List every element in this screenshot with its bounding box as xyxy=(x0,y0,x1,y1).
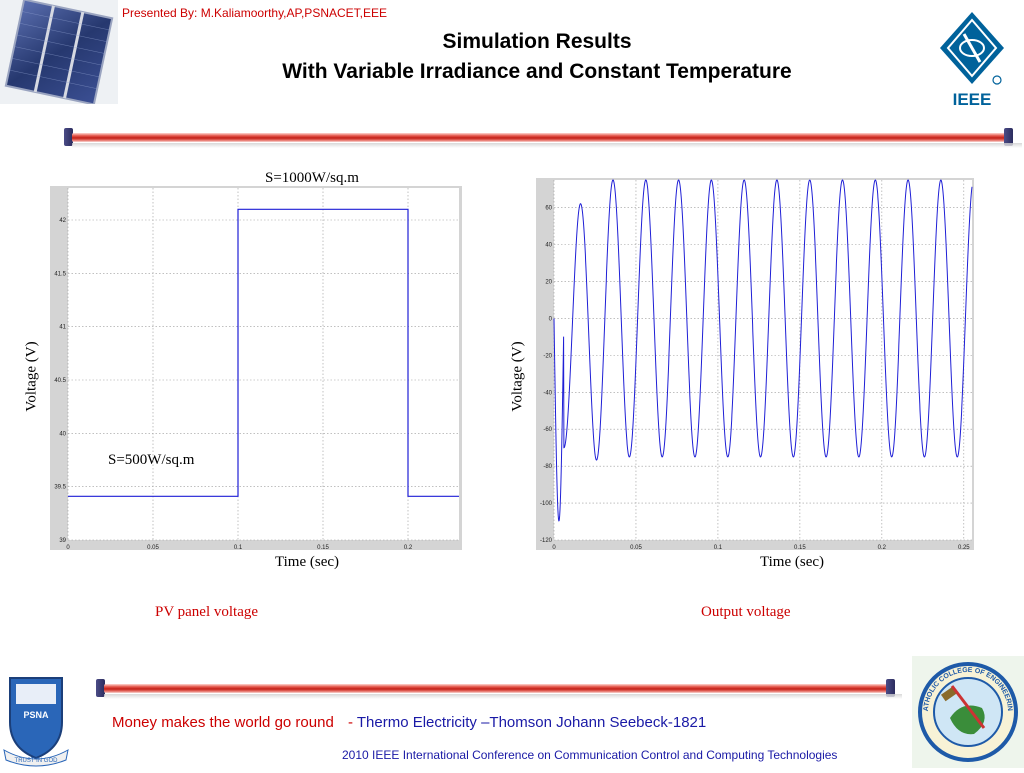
catholic-college-logo: CATHOLIC COLLEGE OF ENGINEERING xyxy=(909,651,1024,768)
presenter-credit: Presented By: M.Kaliamoorthy,AP,PSNACET,… xyxy=(122,6,388,20)
right-chart-caption: Output voltage xyxy=(701,604,791,620)
left-ytick-label: 40.5 xyxy=(54,378,66,384)
psna-logo-text: PSNA xyxy=(23,710,49,720)
left-series-line xyxy=(68,208,459,497)
right-ytick-label: -120 xyxy=(540,538,553,544)
left-x-axis-label: Time (sec) xyxy=(275,554,340,570)
bottom-rule-cap-left xyxy=(96,679,105,697)
footer-quote: Money makes the world go round xyxy=(112,714,334,731)
annotation-s500: S=500W/sq.m xyxy=(108,452,195,468)
left-ytick-label: 41 xyxy=(59,325,66,331)
left-xtick-label: 0 xyxy=(66,545,70,550)
footer-separator: - xyxy=(347,714,353,731)
right-ytick-label: -100 xyxy=(540,501,553,507)
right-xtick-label: 0.2 xyxy=(878,545,887,550)
top-rule-shadow xyxy=(72,143,1022,148)
footer-attribution: Thermo Electricity –Thomson Johann Seebe… xyxy=(356,714,707,731)
annotation-s1000: S=1000W/sq.m xyxy=(265,170,359,186)
right-ytick-label: 40 xyxy=(545,243,552,249)
slide-title: Simulation Results xyxy=(442,30,632,53)
solar-cell-image xyxy=(0,0,118,106)
footer-conference: 2010 IEEE International Conference on Co… xyxy=(342,748,838,762)
ieee-logo: IEEE xyxy=(934,8,1010,109)
right-xtick-label: 0.1 xyxy=(714,545,723,550)
right-xtick-label: 0.15 xyxy=(794,545,806,550)
right-xtick-label: 0.05 xyxy=(630,545,642,550)
psna-college-logo: PSNA TRUST IN GOD xyxy=(0,672,72,768)
right-ytick-label: -20 xyxy=(543,353,552,359)
right-ytick-label: -40 xyxy=(543,390,552,396)
right-xtick-label: 0.25 xyxy=(958,545,970,550)
rule-cap-right xyxy=(1004,128,1013,146)
right-ytick-label: 20 xyxy=(545,280,552,286)
psna-motto: TRUST IN GOD xyxy=(15,758,59,764)
bottom-rule-cap-right xyxy=(886,679,895,697)
left-y-axis-label: Voltage (V) xyxy=(23,341,40,412)
bottom-rule xyxy=(104,684,888,693)
right-chart: 0 0.05 0.1 0.15 0.2 0.25 -120 -100 -80 -60 -40 -20 0… xyxy=(536,178,974,550)
left-ytick-label: 39.5 xyxy=(54,485,66,491)
left-ytick-label: 42 xyxy=(59,218,66,224)
left-chart-caption: PV panel voltage xyxy=(155,604,259,620)
right-ytick-label: 60 xyxy=(545,206,552,212)
bottom-rule-shadow xyxy=(104,694,902,699)
left-ytick-label: 40 xyxy=(59,431,66,437)
left-xtick-label: 0.05 xyxy=(147,545,159,550)
top-rule xyxy=(72,133,1006,142)
right-x-axis-label: Time (sec) xyxy=(760,554,825,570)
right-series-line xyxy=(553,179,973,522)
right-ytick-label: -80 xyxy=(543,464,552,470)
left-ytick-label: 39 xyxy=(59,538,66,544)
left-xtick-label: 0.15 xyxy=(317,545,329,550)
left-chart: 0 0.05 0.1 0.15 0.2 39 39.5 40 40.5 41 41.5 42 xyxy=(50,186,462,550)
ieee-logo-text: IEEE xyxy=(953,90,992,108)
footer-quote-line: Money makes the world go round - Thermo … xyxy=(112,714,706,731)
left-xtick-label: 0.1 xyxy=(234,545,243,550)
rule-cap-left xyxy=(64,128,73,146)
left-ytick-label: 41.5 xyxy=(54,271,66,277)
right-ytick-label: 0 xyxy=(549,316,553,322)
left-xtick-label: 0.2 xyxy=(404,545,413,550)
right-ytick-label: -60 xyxy=(543,427,552,433)
right-y-axis-label: Voltage (V) xyxy=(509,341,526,412)
slide-subtitle: With Variable Irradiance and Constant Te… xyxy=(282,60,792,83)
right-xtick-label: 0 xyxy=(552,545,556,550)
